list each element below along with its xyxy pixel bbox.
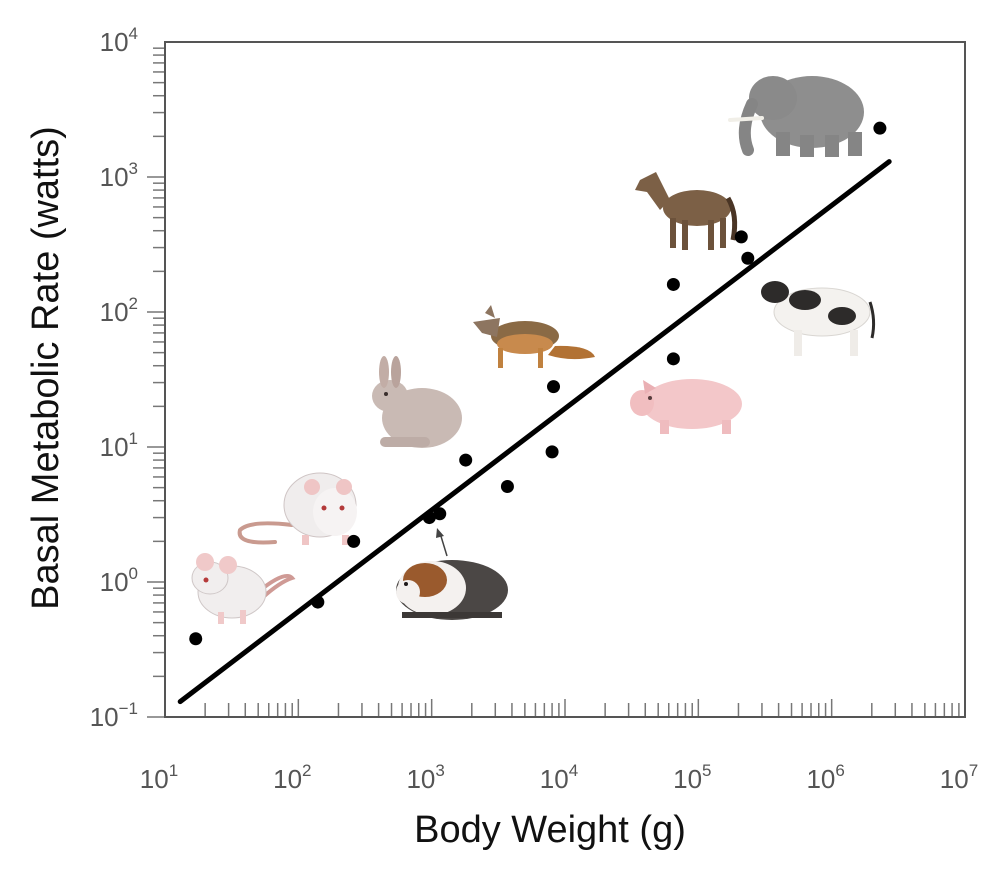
axis-ticks (147, 47, 960, 718)
data-point (734, 230, 748, 244)
rat-illustration (237, 472, 357, 545)
pig-illustration (630, 379, 742, 434)
x-axis-title: Body Weight (g) (414, 809, 686, 851)
plot-frame (164, 41, 966, 718)
data-point (422, 511, 436, 525)
y-tick-label: 100 (100, 564, 138, 597)
data-point (666, 352, 680, 366)
x-tick-labels: 101 102 103 104 105 106 107 (140, 761, 978, 794)
data-point (433, 507, 447, 521)
cow-illustration (761, 281, 876, 356)
x-tick-label: 105 (673, 761, 711, 794)
data-point (347, 534, 361, 548)
x-tick-label: 106 (806, 761, 844, 794)
y-tick-label: 10−1 (90, 699, 138, 732)
elephant-illustration (728, 76, 864, 157)
mouse-illustration (191, 553, 296, 624)
data-point (311, 595, 325, 609)
data-point (666, 277, 680, 291)
data-point (545, 445, 559, 459)
x-tick-label: 103 (406, 761, 444, 794)
y-axis-title: Basal Metabolic Rate (watts) (25, 126, 67, 610)
fox-illustration (473, 305, 595, 368)
x-tick-label: 101 (140, 761, 178, 794)
data-point (547, 380, 561, 394)
rabbit-illustration (372, 356, 462, 448)
y-tick-labels: 10−1 100 101 102 103 104 (90, 24, 138, 732)
y-tick-label: 103 (100, 159, 138, 192)
fit-line (177, 159, 892, 705)
data-point (500, 479, 514, 493)
x-tick-label: 104 (540, 761, 578, 794)
data-point (459, 453, 473, 467)
y-tick-label: 104 (100, 24, 138, 57)
x-tick-label: 102 (273, 761, 311, 794)
guinea-pig-arrow (436, 528, 448, 557)
x-tick-label: 107 (940, 761, 978, 794)
data-point (741, 251, 755, 265)
data-point (189, 632, 203, 646)
y-tick-label: 101 (100, 429, 138, 462)
guinea-pig-illustration (396, 560, 508, 620)
data-point (873, 121, 887, 135)
horse-illustration (635, 172, 738, 250)
data-points (189, 121, 887, 646)
y-tick-label: 102 (100, 294, 138, 327)
